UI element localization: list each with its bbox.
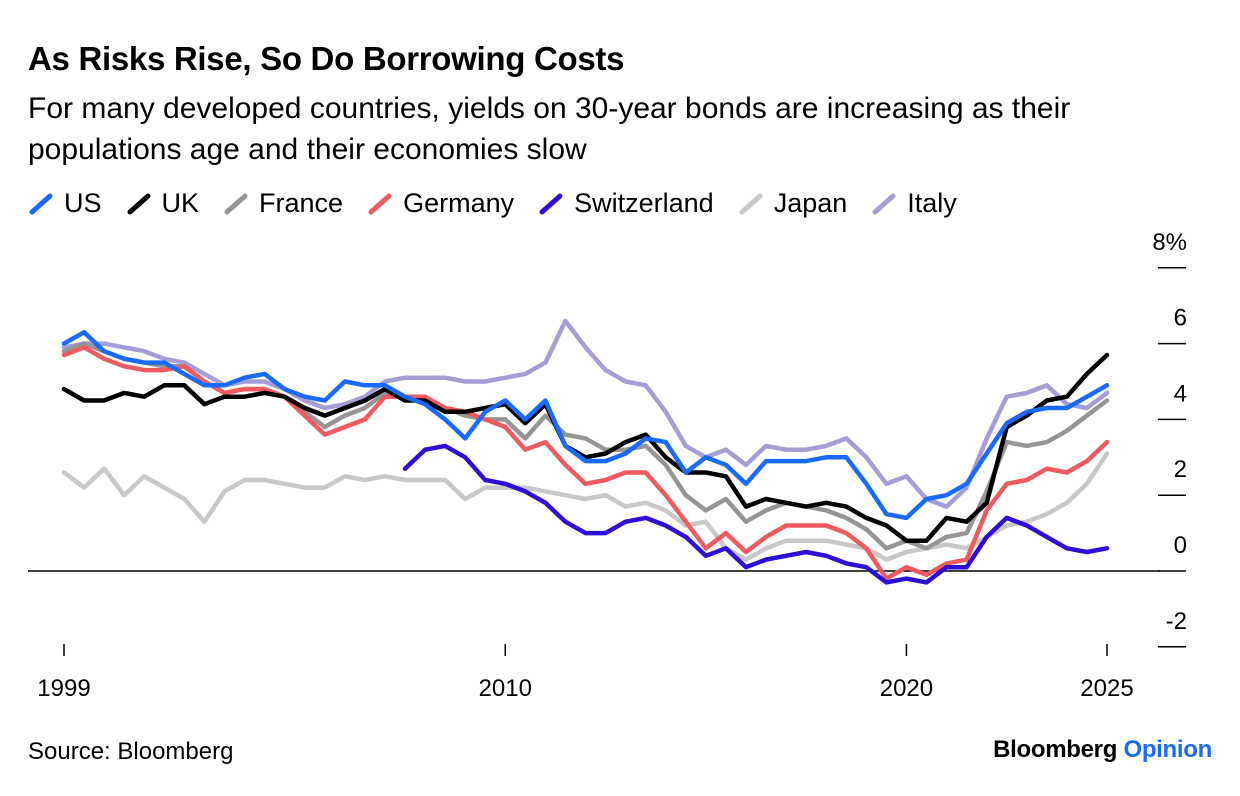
- legend-item-germany: Germany: [367, 188, 514, 219]
- legend-item-france: France: [223, 188, 343, 219]
- legend-swatch: [29, 193, 53, 214]
- chart-title: As Risks Rise, So Do Borrowing Costs: [28, 40, 625, 77]
- legend-swatch: [539, 193, 563, 214]
- legend-label: Italy: [907, 188, 957, 218]
- x-tick-label: 2020: [880, 675, 933, 702]
- y-tick-label: 2: [1174, 456, 1187, 483]
- legend-item-japan: Japan: [738, 188, 848, 219]
- legend-label: US: [64, 188, 102, 218]
- series-line-italy: [61, 318, 1110, 509]
- series-line-germany: [61, 345, 1110, 581]
- series-line-uk: [61, 352, 1110, 543]
- legend-item-switzerland: Switzerland: [538, 188, 714, 219]
- chart-legend: US UK France Germany Switzerland Japan Italy: [28, 188, 981, 219]
- legend-label: Switzerland: [574, 188, 714, 218]
- legend-item-us: US: [28, 188, 102, 219]
- y-tick-label: -2: [1166, 608, 1187, 635]
- legend-label: Japan: [773, 188, 848, 218]
- x-tick-label: 2010: [479, 675, 532, 702]
- brand-name: Bloomberg: [993, 736, 1118, 763]
- legend-label: UK: [161, 188, 200, 218]
- legend-item-italy: Italy: [871, 188, 957, 219]
- legend-swatch: [127, 193, 151, 214]
- legend-swatch: [368, 193, 392, 214]
- legend-swatch: [739, 193, 763, 214]
- series-line-us: [61, 329, 1110, 521]
- series-line-japan: [61, 451, 1110, 562]
- brand-section: Opinion: [1123, 736, 1212, 763]
- brand-logo: Bloomberg Opinion: [993, 736, 1212, 764]
- legend-label: France: [259, 188, 344, 218]
- x-tick-label: 1999: [37, 675, 90, 702]
- source-note: Source: Bloomberg: [28, 738, 234, 765]
- legend-swatch: [872, 193, 896, 214]
- series-line-switzerland: [402, 443, 1110, 585]
- x-tick-label: 2025: [1080, 675, 1133, 702]
- y-tick-label: 0: [1174, 532, 1187, 559]
- y-tick-label: 4: [1174, 380, 1187, 407]
- legend-swatch: [224, 193, 248, 214]
- legend-item-uk: UK: [126, 188, 200, 219]
- legend-label: Germany: [403, 188, 515, 218]
- chart-subtitle: For many developed countries, yields on …: [28, 92, 1071, 166]
- y-tick-label: 8%: [1152, 229, 1187, 256]
- y-tick-label: 6: [1174, 305, 1187, 332]
